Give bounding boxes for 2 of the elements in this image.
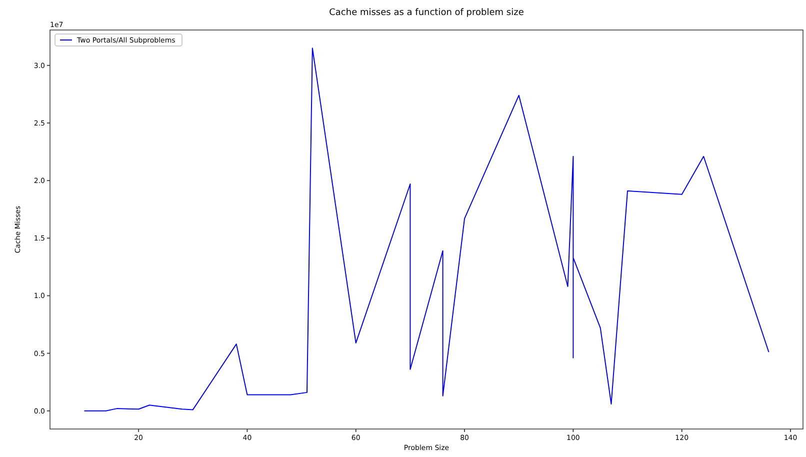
line-series — [84, 48, 770, 412]
chart-title: Cache misses as a function of problem size — [329, 8, 524, 18]
